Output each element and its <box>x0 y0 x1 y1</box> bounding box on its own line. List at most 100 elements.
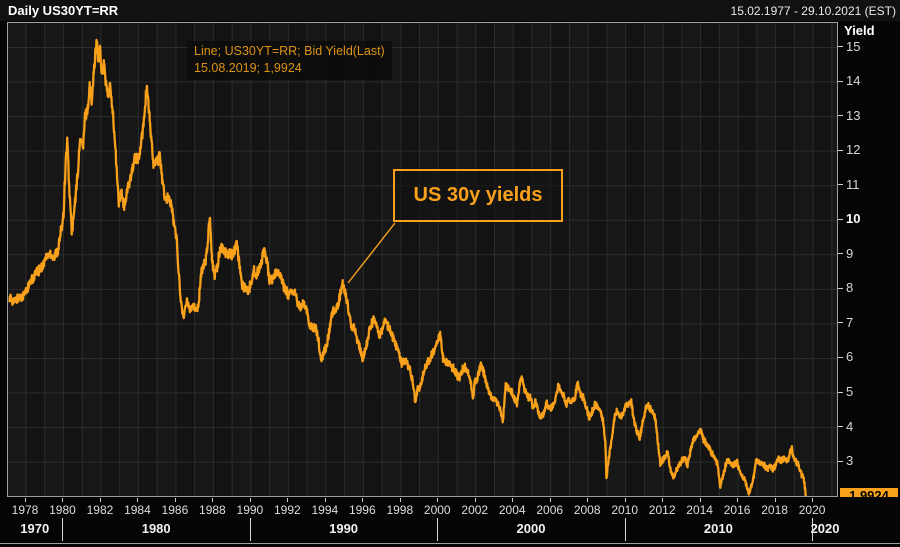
x-tick-mark <box>549 498 551 502</box>
y-tick-mark <box>838 253 843 255</box>
background-stripe <box>270 23 289 497</box>
x-year-label: 2004 <box>498 503 526 517</box>
background-stripe <box>457 23 476 497</box>
x-tick-mark <box>399 498 401 502</box>
x-year-label: 1982 <box>86 503 114 517</box>
x-tick-mark <box>662 498 664 502</box>
x-tick-mark <box>212 498 214 502</box>
y-tick-label: 7 <box>846 314 854 330</box>
y-tick-mark <box>838 287 843 289</box>
y-tick-label: 12 <box>846 142 861 158</box>
yield-axis-title: Yield <box>844 23 875 38</box>
x-tick-mark <box>362 498 364 502</box>
y-tick-mark <box>838 46 843 47</box>
series-legend[interactable]: Line; US30YT=RR; Bid Yield(Last) 15.08.2… <box>187 41 392 80</box>
x-year-label: 2012 <box>648 503 676 517</box>
x-tick-mark <box>699 498 701 502</box>
y-tick-label: 4 <box>846 418 854 434</box>
x-year-label: 2018 <box>761 503 788 517</box>
x-tick-mark <box>512 498 514 502</box>
background-stripe <box>532 23 551 497</box>
y-tick-mark <box>838 218 843 220</box>
background-stripe <box>757 23 776 497</box>
x-tick-mark <box>812 498 814 502</box>
background-stripe <box>644 23 663 497</box>
x-tick-mark <box>249 498 251 502</box>
x-tick-mark <box>474 498 476 502</box>
x-tick-mark <box>174 498 176 502</box>
y-tick-mark <box>838 184 843 186</box>
plot-area[interactable] <box>7 22 838 497</box>
background-stripe <box>794 23 813 497</box>
x-tick-mark <box>437 498 439 502</box>
yield-axis[interactable]: Yield 15 14 13 12 11 10 9 8 7 6 5 4 3 1,9924 <box>838 22 900 510</box>
background-stripe <box>232 23 251 497</box>
y-tick-mark <box>838 115 843 117</box>
background-stripe <box>157 23 176 497</box>
decade-separator <box>812 518 814 541</box>
x-tick-mark <box>324 498 326 502</box>
x-year-label: 2016 <box>723 503 751 517</box>
decade-label: 1980 <box>141 521 171 536</box>
x-year-label: 1998 <box>386 503 414 517</box>
x-year-label: 2014 <box>686 503 713 517</box>
y-tick-label: 14 <box>846 73 861 89</box>
title-bar: Daily US30YT=RR 15.02.1977 - 29.10.2021 … <box>0 0 900 21</box>
y-tick-mark <box>838 426 843 428</box>
y-tick-label: 11 <box>846 176 860 192</box>
y-tick-mark <box>838 80 843 82</box>
y-tick-mark <box>838 356 843 358</box>
decade-separator <box>62 518 64 541</box>
x-year-label: 1994 <box>311 503 339 517</box>
x-year-label: 1988 <box>199 503 226 517</box>
x-tick-mark <box>737 498 739 502</box>
chart-annotation-box[interactable]: US 30y yields <box>393 169 563 222</box>
yield-line <box>8 38 807 496</box>
time-axis[interactable]: 1978 1980 1982 1984 1986 1988 1990 1992 1994 1996… <box>0 497 900 547</box>
x-year-label: 1986 <box>161 503 189 517</box>
y-tick-mark <box>838 149 843 151</box>
bottom-divider <box>0 543 900 544</box>
y-tick-mark <box>838 460 843 462</box>
decade-label: 1990 <box>329 521 359 536</box>
x-year-label: 1992 <box>274 503 301 517</box>
x-year-label: 2010 <box>611 503 639 517</box>
x-year-label: 1980 <box>49 503 76 517</box>
x-tick-mark <box>62 498 64 502</box>
x-year-label: 1978 <box>11 503 39 517</box>
y-tick-label: 3 <box>846 453 854 469</box>
background-stripe <box>120 23 139 497</box>
x-tick-mark <box>99 498 101 502</box>
x-year-label: 1984 <box>124 503 151 517</box>
annotation-leader-line <box>347 222 396 284</box>
background-stripe <box>495 23 514 497</box>
background-stripe <box>569 23 588 497</box>
x-tick-mark <box>774 498 776 502</box>
legend-last-value: 15.08.2019; 1,9924 <box>194 61 302 75</box>
x-tick-mark <box>25 498 26 502</box>
y-tick-label: 8 <box>846 280 854 296</box>
y-tick-mark <box>838 391 843 393</box>
decade-label: 1970 <box>20 521 50 536</box>
decade-label: 2010 <box>703 521 733 536</box>
background-stripe <box>719 23 738 497</box>
x-tick-mark <box>137 498 139 502</box>
y-tick-label: 9 <box>846 245 854 261</box>
annotation-label: US 30y yields <box>413 184 543 206</box>
decade-label: 2020 <box>810 521 840 536</box>
x-year-label: 2002 <box>461 503 489 517</box>
yield-line-chart <box>8 23 837 497</box>
background-stripe <box>682 23 701 497</box>
x-year-label: 2006 <box>536 503 564 517</box>
legend-series-label: Line; US30YT=RR; Bid Yield(Last) <box>194 44 385 58</box>
y-tick-label: 10 <box>846 211 861 227</box>
decade-separator <box>249 518 251 541</box>
x-tick-mark <box>287 498 289 502</box>
decade-label: 2000 <box>516 521 546 536</box>
x-year-label: 1990 <box>236 503 264 517</box>
instrument-title: Daily US30YT=RR <box>8 3 119 18</box>
x-year-label: 2020 <box>798 503 826 517</box>
background-stripe <box>420 23 439 497</box>
y-tick-label: 13 <box>846 107 861 123</box>
